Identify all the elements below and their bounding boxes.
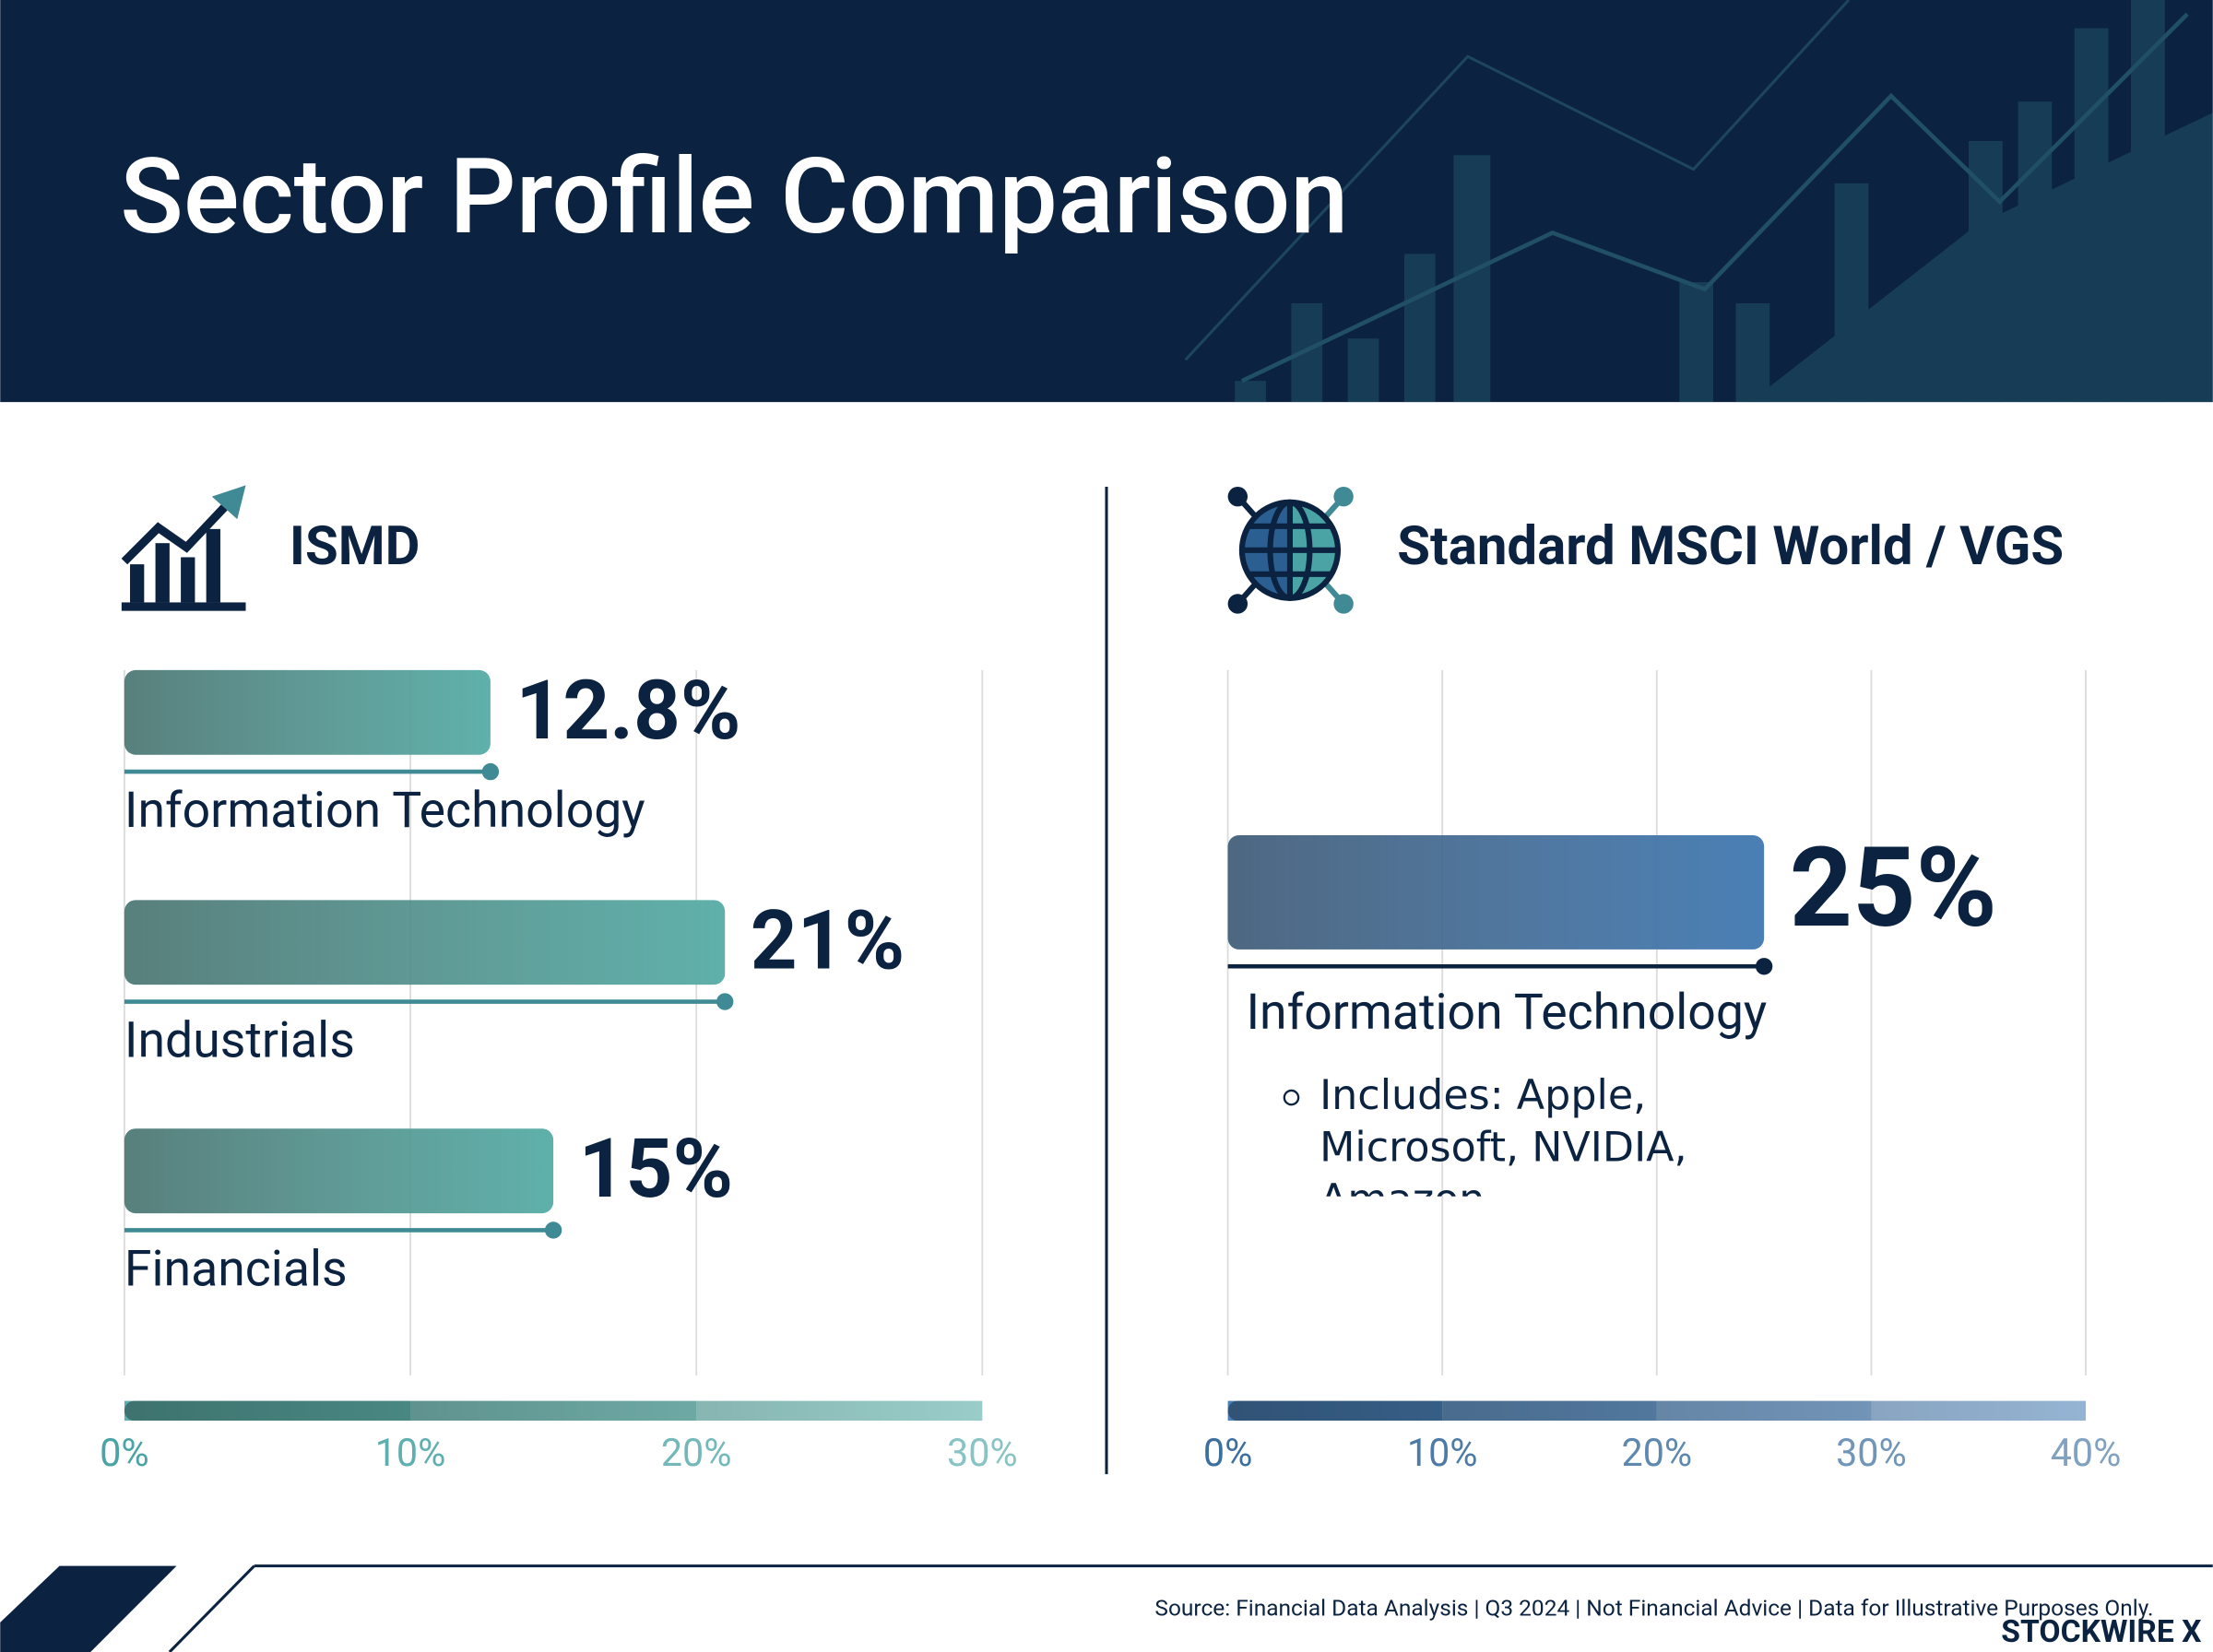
category-label: Information Technology [124, 782, 645, 840]
bar-shade [124, 900, 726, 985]
header-decoration [1184, 0, 2213, 403]
bar-square [124, 670, 136, 755]
chart-title: ISMD [290, 515, 420, 578]
header [0, 0, 2213, 403]
bar-end-dot [544, 1221, 562, 1239]
x-tick-label: 30% [1836, 1432, 1907, 1476]
x-tick-label: 0% [100, 1432, 148, 1476]
bar-square [1228, 835, 1239, 950]
page-title: Sector Profile Comparison [120, 136, 1348, 258]
bar-shade [1227, 834, 1765, 950]
ismd-icon [121, 485, 246, 611]
bar-shade [124, 669, 491, 755]
x-tick-label: 30% [947, 1432, 1018, 1476]
chart-title: Standard MSCI World / VGS [1397, 515, 2064, 578]
annotation-box: Includes: Apple, Microsoft, NVIDIA, Amaz… [1320, 1070, 1687, 1197]
x-tick-label: 10% [375, 1432, 446, 1476]
bar-square [124, 900, 136, 985]
x-tick-label: 20% [661, 1432, 732, 1476]
axis-shade [1227, 1400, 2087, 1422]
x-tick-label: 0% [1203, 1432, 1252, 1476]
x-tick-label: 10% [1407, 1432, 1478, 1476]
footer-rule [168, 1564, 255, 1652]
value-label: 25% [1790, 824, 1997, 953]
category-label: Information Technology [1247, 984, 1768, 1042]
annotation-bullet [1283, 1089, 1300, 1106]
footer-stripe [0, 1565, 177, 1652]
x-tick-label: 40% [2051, 1432, 2122, 1476]
x-tick-label: 20% [1621, 1432, 1692, 1476]
bar-end-dot [1755, 958, 1773, 975]
bar-shade [124, 1128, 554, 1214]
axis-shade [124, 1400, 983, 1422]
value-label: 15% [579, 1121, 733, 1217]
annotation: Includes: Apple, Microsoft, NVIDIA, Amaz… [1320, 1070, 1687, 1197]
bar-square [124, 1128, 136, 1213]
brand: STOCKWIRE X [2001, 1614, 2202, 1650]
bar-end-dot [716, 993, 734, 1010]
category-label: Industrials [124, 1012, 355, 1070]
source-note: Source: Financial Data Analysis | Q3 202… [1154, 1595, 2153, 1622]
bar-end-dot [481, 762, 500, 781]
category-label: Financials [124, 1240, 348, 1298]
world-icon [1227, 486, 1354, 614]
value-label: 21% [751, 892, 905, 988]
value-label: 12.8% [515, 663, 740, 759]
